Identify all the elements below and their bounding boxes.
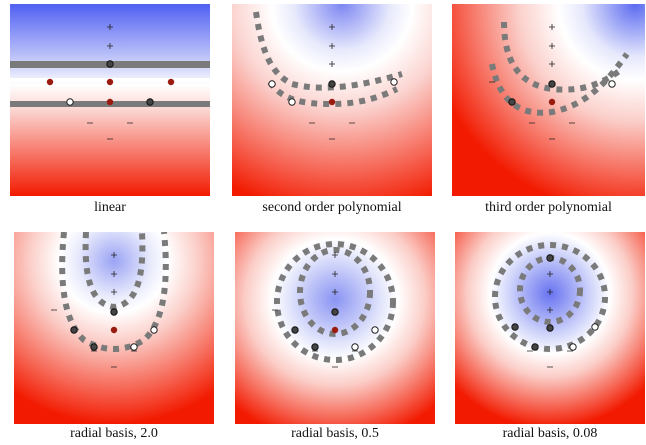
support-vector <box>531 343 539 351</box>
panel-radial-basis-2-0 <box>14 232 214 424</box>
support-vector <box>106 78 114 86</box>
support-vector <box>351 343 359 351</box>
support-vector <box>548 98 556 106</box>
support-vector <box>311 343 319 351</box>
support-vector <box>328 98 336 106</box>
caption-third-order-polynomial: third order polynomial <box>485 200 612 215</box>
support-vector <box>511 323 519 331</box>
panel-radial-basis-0-5 <box>235 232 435 424</box>
support-vector <box>66 98 74 106</box>
plus-point <box>107 43 113 49</box>
caption-radial-basis-0-08: radial basis, 0.08 <box>502 426 598 441</box>
margin-line-lower <box>274 241 396 363</box>
margin-line-upper <box>501 21 624 93</box>
support-vector <box>110 326 118 334</box>
support-vector <box>291 326 299 334</box>
support-vector <box>46 78 54 86</box>
support-vector <box>167 78 175 86</box>
support-vector <box>331 326 339 334</box>
panel-radial-basis-0-08 <box>455 232 645 424</box>
linear-decision-surface <box>10 4 210 196</box>
margin-line-upper <box>253 11 403 91</box>
support-vector <box>591 323 599 331</box>
margin-line-upper <box>82 232 146 311</box>
margin-line-lower <box>59 232 169 352</box>
support-vector <box>90 343 98 351</box>
support-vector <box>371 326 379 334</box>
support-vector <box>331 308 339 316</box>
polynomial2-decision-surface <box>232 4 432 196</box>
margin-line-upper <box>297 247 373 337</box>
support-vector <box>569 343 577 351</box>
support-vector <box>390 78 398 86</box>
support-vector <box>328 80 336 88</box>
margin-line-lower <box>489 52 630 116</box>
support-vector <box>130 343 138 351</box>
caption-radial-basis-0-5: radial basis, 0.5 <box>291 426 379 441</box>
margin-line-lower <box>492 242 608 352</box>
support-vector <box>106 60 114 68</box>
support-vector <box>508 98 516 106</box>
panel-linear <box>10 4 210 196</box>
rbf-0-08-decision-surface <box>455 232 645 424</box>
support-vector <box>110 308 118 316</box>
support-vector <box>548 80 556 88</box>
plus-point <box>107 24 113 30</box>
support-vector <box>608 80 616 88</box>
support-vector <box>106 98 114 106</box>
support-vector <box>546 254 554 262</box>
panel-third-order-polynomial <box>452 4 645 196</box>
rbf-0-5-decision-surface <box>235 232 435 424</box>
support-vector <box>546 324 554 332</box>
rbf-2-0-decision-surface <box>14 232 214 424</box>
support-vector <box>268 80 276 88</box>
decision-background <box>452 4 645 196</box>
support-vector <box>288 98 296 106</box>
caption-radial-basis-2-0: radial basis, 2.0 <box>70 426 158 441</box>
caption-linear: linear <box>94 200 126 215</box>
polynomial3-decision-surface <box>452 4 645 196</box>
panel-second-order-polynomial <box>232 4 432 196</box>
support-vector <box>150 326 158 334</box>
caption-second-order-polynomial: second order polynomial <box>262 200 402 215</box>
support-vector <box>146 98 154 106</box>
support-vector <box>70 326 78 334</box>
